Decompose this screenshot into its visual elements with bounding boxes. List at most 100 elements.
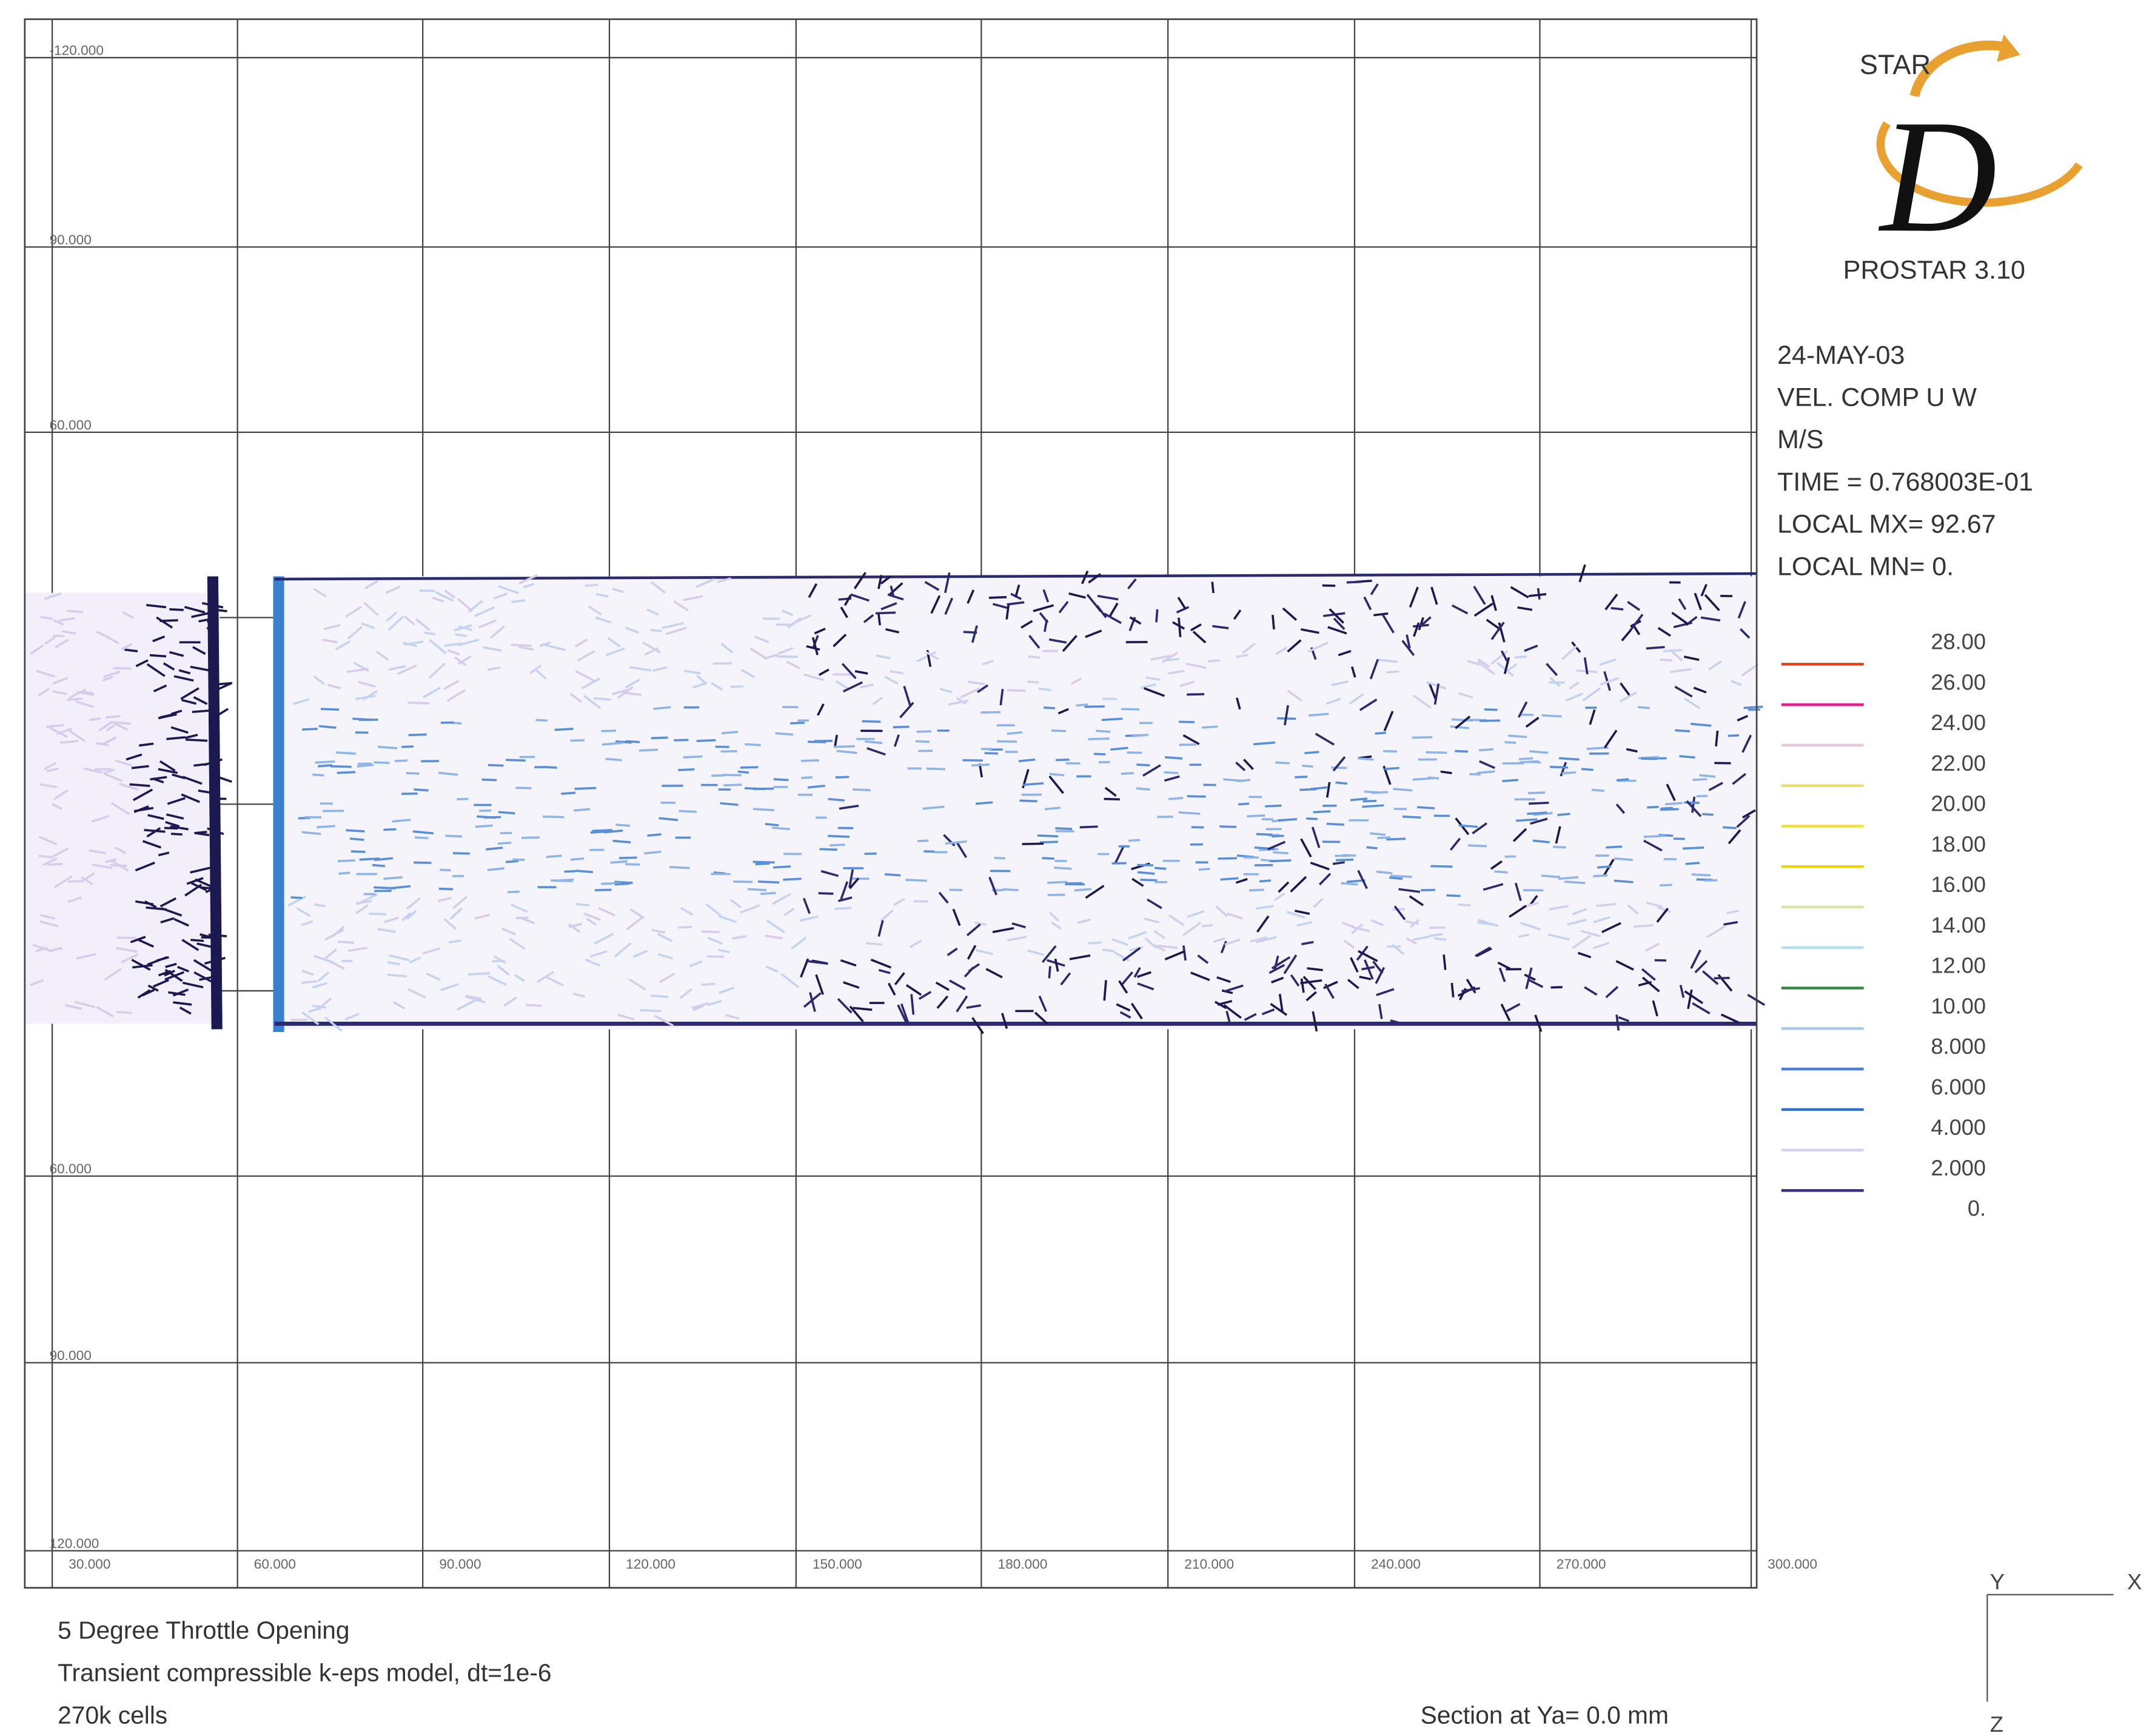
flow-vector <box>1221 878 1239 879</box>
flow-vector <box>336 752 356 754</box>
flow-vector <box>575 904 589 905</box>
flow-vector <box>1076 705 1088 706</box>
flow-vector <box>508 892 520 893</box>
flow-vector <box>879 614 880 625</box>
flow-vector <box>1387 671 1399 672</box>
flow-vector <box>116 1012 132 1013</box>
flow-vector <box>1646 647 1665 648</box>
legend-label: 2.000 <box>1931 1155 1986 1180</box>
flow-vector <box>383 829 396 830</box>
info-line: LOCAL MX= 92.67 <box>1777 510 1996 539</box>
flow-vector <box>885 874 900 876</box>
flow-vector <box>67 699 82 700</box>
flow-vector <box>414 862 431 863</box>
flow-vector <box>169 609 183 610</box>
flow-vector <box>651 737 668 738</box>
flow-vector <box>1606 846 1622 847</box>
flow-vector <box>748 889 766 890</box>
flow-vector <box>555 729 574 730</box>
flow-vector <box>195 832 207 833</box>
flow-vector <box>1007 690 1025 691</box>
flow-vector <box>1434 938 1446 939</box>
flow-vector <box>971 765 990 766</box>
flow-vector <box>1050 774 1064 775</box>
flow-vector <box>1504 742 1516 743</box>
flow-vector <box>1516 819 1537 820</box>
flow-vector <box>561 793 575 794</box>
flow-vector <box>1199 869 1210 870</box>
flow-vector <box>893 727 910 728</box>
flow-vector <box>1684 802 1699 803</box>
flow-vector <box>150 655 166 657</box>
flow-vector <box>1663 650 1682 651</box>
flow-vector <box>575 871 593 872</box>
flow-field <box>25 565 1765 1033</box>
inlet-region <box>25 593 220 1024</box>
flow-vector <box>1074 889 1091 890</box>
flow-vector <box>1614 880 1634 882</box>
flow-vector <box>515 917 528 918</box>
flow-vector <box>1597 866 1611 868</box>
flow-vector <box>1592 789 1604 791</box>
flow-vector <box>679 811 697 812</box>
flow-vector <box>1494 871 1507 873</box>
flow-vector <box>1335 782 1347 783</box>
flow-vector <box>774 779 789 780</box>
flow-vector <box>1156 609 1158 622</box>
flow-vector <box>1393 789 1412 791</box>
flow-vector <box>1550 987 1562 988</box>
page: 30.00060.00090.000120.000150.000180.0002… <box>0 0 2152 1736</box>
triad-label: Z <box>1990 1712 2003 1736</box>
x-tick-label: 270.000 <box>1557 1557 1606 1572</box>
flow-vector <box>611 862 628 863</box>
flow-vector <box>1187 694 1204 695</box>
x-tick-label: 30.000 <box>69 1557 110 1572</box>
flow-vector <box>67 611 83 612</box>
flow-vector <box>1441 772 1452 774</box>
flow-vector <box>592 830 612 831</box>
flow-vector <box>1459 825 1478 826</box>
flow-vector <box>1238 780 1250 781</box>
flow-vector <box>1104 799 1120 800</box>
flow-vector <box>876 612 896 613</box>
y-tick-label: 120.000 <box>50 1536 99 1551</box>
flow-vector <box>186 740 207 741</box>
flow-vector <box>1515 657 1527 658</box>
flow-vector <box>828 799 845 800</box>
flow-vector <box>1693 779 1708 780</box>
flow-vector <box>317 826 335 827</box>
legend-label: 24.00 <box>1931 710 1986 735</box>
legend-label: 28.00 <box>1931 629 1986 654</box>
flow-vector <box>338 860 355 861</box>
flow-vector <box>1452 719 1473 720</box>
flow-vector <box>1519 759 1533 760</box>
flow-vector <box>923 851 934 852</box>
flow-vector <box>1683 848 1704 849</box>
y-tick-label: 60.000 <box>50 1161 92 1176</box>
flow-vector <box>312 774 324 775</box>
flow-vector <box>678 769 694 770</box>
flow-vector <box>701 984 715 985</box>
flow-vector <box>477 816 495 817</box>
flow-vector <box>406 773 420 774</box>
flow-vector <box>1165 757 1182 759</box>
flow-vector <box>1313 811 1331 812</box>
flow-vector <box>853 789 871 790</box>
flow-vector <box>1007 732 1022 734</box>
y-tick-label: 90.000 <box>50 232 92 247</box>
flow-vector <box>1375 733 1386 734</box>
flow-vector <box>1102 950 1115 951</box>
flow-vector <box>352 719 370 720</box>
y-tick-label: -120.000 <box>50 43 104 58</box>
flow-vector <box>1550 767 1568 768</box>
flow-vector <box>758 882 779 883</box>
flow-vector <box>1508 736 1527 737</box>
flow-vector <box>351 851 365 852</box>
flow-vector <box>1238 803 1249 804</box>
flow-vector <box>745 788 765 789</box>
flow-vector <box>615 825 630 826</box>
flow-vector <box>1367 847 1378 848</box>
flow-vector <box>753 809 774 810</box>
flow-vector <box>1370 833 1385 835</box>
flow-vector <box>1138 872 1155 873</box>
